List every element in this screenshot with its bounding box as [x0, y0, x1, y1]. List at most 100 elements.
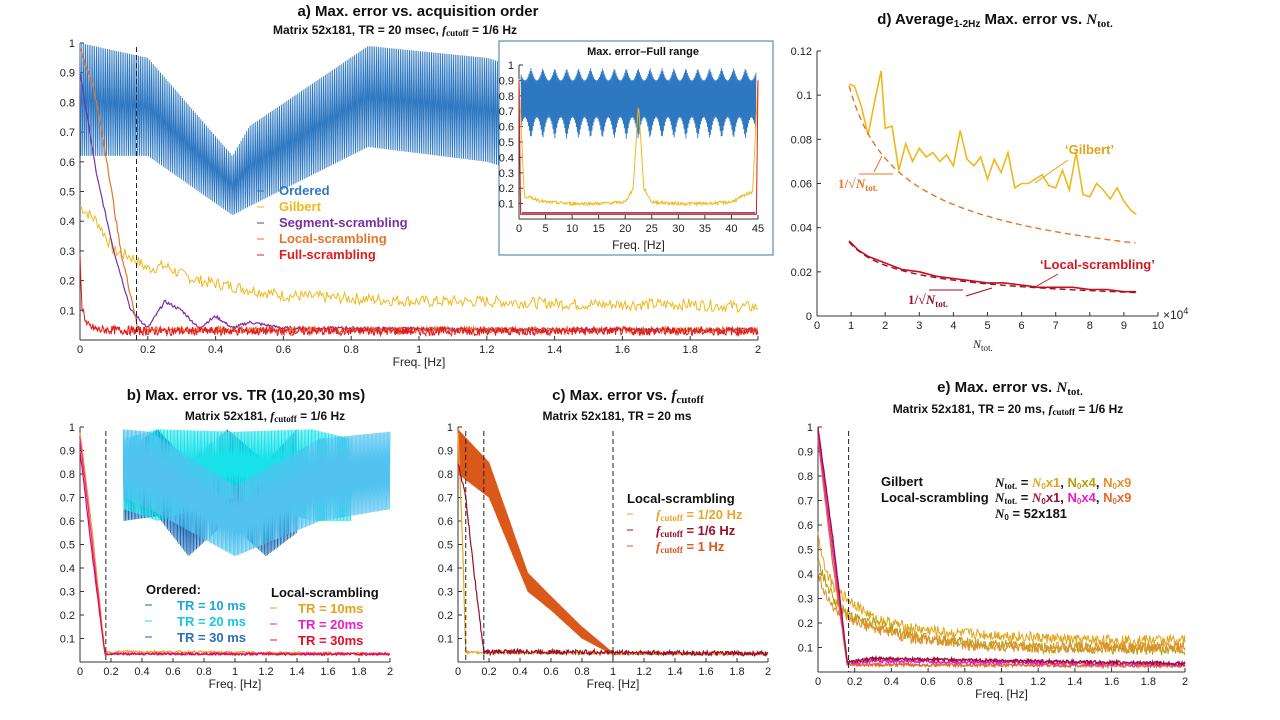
x-axis-label: Freq. [Hz] — [393, 355, 446, 369]
series-fcutoff-1hz — [457, 429, 614, 655]
y-tick-label: 0.3 — [60, 587, 75, 599]
y-tick-label: 0.2 — [438, 610, 453, 622]
x-tick-label: 0 — [455, 666, 461, 678]
y-tick-label: 0.8 — [60, 469, 75, 481]
x-tick-label: 40 — [725, 223, 737, 235]
x-tick-label: 2 — [765, 666, 771, 678]
panel-c: c) Max. error vs. fcutoff Matrix 52x181,… — [438, 387, 771, 691]
x-tick-label: 1.4 — [547, 344, 562, 356]
y-tick-label: 1 — [447, 422, 453, 434]
x-tick-label: 5 — [984, 320, 990, 332]
legend-fcutoff-1: fcutoff = 1 Hz — [656, 539, 725, 555]
panel-d: d) Average1-2Hz Max. error vs. Ntot. 0 1 2… — [791, 11, 1189, 353]
y-tick-label: 0 — [806, 311, 812, 323]
panel-c-subtitle: Matrix 52x181, TR = 20 ms — [542, 409, 691, 423]
y-tick-label: 0.7 — [60, 493, 75, 505]
x-tick-label: 35 — [699, 223, 711, 235]
y-tick-label: 0.9 — [60, 446, 75, 458]
legend-ordered-title: Ordered: — [146, 582, 201, 597]
x-tick-label: 10 — [1152, 320, 1164, 332]
x-tick-label: 0 — [815, 676, 821, 688]
y-tick-label: 0.04 — [791, 223, 812, 235]
y-tick-label: 1 — [508, 60, 514, 72]
x-tick-label: 1.8 — [729, 666, 744, 678]
series-e-local-x1 — [817, 427, 1186, 667]
panel-b-subtitle: Matrix 52x181, fcutoff = 1/6 Hz — [185, 409, 345, 424]
x-tick-label: 1 — [998, 676, 1004, 688]
y-tick-label: 0.1 — [60, 305, 75, 317]
x-tick-label: 0.4 — [208, 344, 223, 356]
x-tick-label: 45 — [752, 223, 764, 235]
y-tick-label: 0.3 — [60, 246, 75, 258]
y-tick-label: 0.2 — [60, 610, 75, 622]
y-tick-label: 0.8 — [798, 471, 813, 483]
x-tick-label: 0.6 — [920, 676, 935, 688]
x-tick-label: 0.8 — [957, 676, 972, 688]
y-tick-label: 0.3 — [438, 587, 453, 599]
panel-c-legend: Local-scrambling fcutoff = 1/20 Hz fcuto… — [627, 491, 743, 555]
y-tick-label: 0.2 — [499, 183, 514, 195]
x-tick-label: 2 — [387, 666, 393, 678]
legend-fcutoff-1-20: fcutoff = 1/20 Hz — [656, 507, 743, 523]
x-tick-label: 1 — [610, 666, 616, 678]
x-tick-label: 0.4 — [134, 666, 149, 678]
gilbert-pointer — [1034, 159, 1069, 184]
y-tick-label: 0.4 — [60, 563, 75, 575]
sqrt-label-gilbert: 1/√Ntot. — [838, 155, 893, 193]
x-tick-label: 7 — [1053, 320, 1059, 332]
panel-c-title: c) Max. error vs. fcutoff — [552, 387, 704, 406]
x-tick-label: 0.4 — [512, 666, 527, 678]
y-tick-label: 0.4 — [798, 569, 813, 581]
legend-e-local-n: Ntot. = N0x1, N0x4, N0x9 — [994, 490, 1131, 506]
x-tick-label: 1 — [848, 320, 854, 332]
inset-series-full — [518, 80, 759, 215]
y-tick-label: 0.12 — [791, 46, 812, 58]
series-full-scrambling — [79, 253, 759, 338]
y-tick-label: 0.9 — [60, 68, 75, 80]
x-tick-label: 0 — [814, 320, 820, 332]
x-axis-label: Freq. [Hz] — [587, 677, 640, 691]
legend-fcutoff-1-6: fcutoff = 1/6 Hz — [656, 523, 736, 539]
y-tick-label: 0.5 — [60, 540, 75, 552]
y-tick-label: 1 — [69, 422, 75, 434]
x-tick-label: 1.2 — [479, 344, 494, 356]
x-tick-label: 30 — [672, 223, 684, 235]
x-tick-label: 20 — [619, 223, 631, 235]
x-tick-label: 0.6 — [276, 344, 291, 356]
panel-a: a) Max. error vs. acquisition order Matr… — [60, 3, 774, 369]
series-local-tr30 — [79, 451, 391, 657]
x-tick-label: 0 — [77, 344, 83, 356]
legend-e-local: Local-scrambling — [881, 490, 989, 505]
legend-local-tr20: TR = 20ms — [298, 617, 363, 632]
inset-x-label: Freq. [Hz] — [612, 238, 665, 252]
legend-ordered-tr20: TR = 20 ms — [177, 614, 246, 629]
legend-local-scrambling: Local-scrambling — [279, 231, 387, 246]
x-tick-label: 8 — [1087, 320, 1093, 332]
x-tick-label: 0 — [516, 223, 522, 235]
panel-d-xlabel: Ntot. — [972, 337, 993, 353]
y-tick-label: 0.9 — [499, 75, 514, 87]
legend-gilbert: Gilbert — [279, 199, 322, 214]
y-tick-label: 0.02 — [791, 267, 812, 279]
y-tick-label: 0.06 — [791, 179, 812, 191]
x-tick-label: 1.2 — [1031, 676, 1046, 688]
inset-title: Max. error–Full range — [587, 46, 699, 58]
x-tick-label: 1 — [416, 344, 422, 356]
panel-a-title: a) Max. error vs. acquisition order — [298, 3, 539, 20]
x-tick-label: 15 — [593, 223, 605, 235]
panel-e-title: e) Max. error vs. Ntot. — [937, 379, 1083, 398]
y-tick-label: 1 — [69, 38, 75, 50]
x-tick-label: 0.2 — [847, 676, 862, 688]
svg-text:1/√Ntot.: 1/√Ntot. — [908, 292, 948, 309]
y-tick-label: 0.8 — [438, 469, 453, 481]
y-tick-label: 0.9 — [438, 446, 453, 458]
x-tick-label: 0.2 — [140, 344, 155, 356]
series-d-gilbert — [848, 70, 1137, 216]
panel-e-subtitle: Matrix 52x181, TR = 20 ms, fcutoff = 1/6… — [893, 402, 1124, 417]
x-tick-label: 9 — [1121, 320, 1127, 332]
y-tick-label: 0.8 — [60, 97, 75, 109]
legend-ordered-tr10: TR = 10 ms — [177, 598, 246, 613]
label-gilbert: ‘Gilbert’ — [1065, 142, 1114, 157]
svg-text:1/√Ntot.: 1/√Ntot. — [838, 176, 878, 193]
